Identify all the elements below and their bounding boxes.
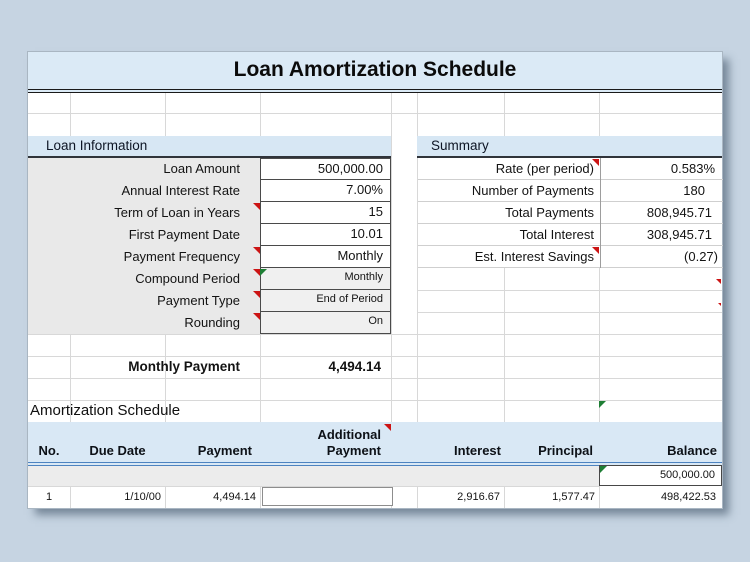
comment-indicator-icon [253,203,260,210]
row1-interest: 2,916.67 [457,491,500,503]
row1-payment: 4,494.14 [213,491,256,503]
loan-amount-cell[interactable]: 500,000.00 [260,158,391,180]
col-header-no: No. [38,443,60,458]
row1-balance: 498,422.53 [660,491,716,503]
formula-warning-icon [599,401,606,408]
annual-interest-rate-cell[interactable]: 7.00% [260,180,391,202]
loan-info-panel [28,158,260,334]
col-header-balance: Balance [667,443,717,458]
first-payment-date-label: First Payment Date [128,227,240,242]
col-header-due-date: Due Date [89,443,146,458]
term-of-loan-cell[interactable]: 15 [260,202,391,224]
payment-frequency-label: Payment Frequency [123,249,240,264]
monthly-payment-label: Monthly Payment [128,359,240,374]
comment-indicator-icon [253,313,260,320]
col-header-interest: Interest [454,443,501,458]
amortization-schedule-title: Amortization Schedule [30,402,181,419]
comment-indicator-icon [384,424,391,431]
spreadsheet: Loan Amortization Schedule Loan Informat… [27,51,723,509]
annual-interest-rate-label: Annual Interest Rate [121,183,240,198]
rounding-cell[interactable]: On [260,312,391,334]
monthly-payment-value: 4,494.14 [328,359,381,374]
payment-frequency-cell[interactable]: Monthly [260,246,391,268]
row1-principal: 1,577.47 [552,491,595,503]
comment-indicator-icon [718,303,721,306]
comment-indicator-icon [253,247,260,254]
summary-header: Summary [417,136,722,158]
payment-type-label: Payment Type [157,293,240,308]
comment-indicator-icon [253,269,260,276]
loan-information-header: Loan Information [28,136,391,158]
est-interest-savings-value: (0.27) [600,246,723,268]
rate-per-period-label: Rate (per period) [495,161,594,176]
payment-type-cell[interactable]: End of Period [260,290,391,312]
rounding-label: Rounding [184,315,240,330]
additional-payment-input[interactable] [262,487,393,506]
compound-period-label: Compound Period [135,271,240,286]
loan-amount-label: Loan Amount [163,161,240,176]
total-payments-label: Total Payments [505,205,594,220]
beginning-balance-cell: 500,000.00 [599,465,722,486]
total-payments-value: 808,945.71 [600,202,723,224]
first-payment-date-cell[interactable]: 10.01 [260,224,391,246]
summary-panel: Rate (per period) 0.583% Number of Payme… [417,158,723,268]
comment-indicator-icon [253,291,260,298]
col-header-payment: Payment [197,443,252,458]
formula-warning-icon [260,269,267,276]
page-title: Loan Amortization Schedule [28,52,722,93]
formula-warning-icon [600,466,607,473]
compound-period-cell[interactable]: Monthly [260,268,391,290]
est-interest-savings-label: Est. Interest Savings [474,249,594,264]
col-header-principal: Principal [538,443,593,458]
row1-due-date: 1/10/00 [124,491,161,503]
total-interest-value: 308,945.71 [600,224,723,246]
term-of-loan-label: Term of Loan in Years [114,205,240,220]
comment-indicator-icon [592,247,599,254]
row1-no: 1 [45,491,53,503]
comment-indicator-icon [716,279,721,284]
number-of-payments-value: 180 [600,180,723,202]
number-of-payments-label: Number of Payments [471,183,594,198]
total-interest-label: Total Interest [519,227,594,242]
col-header-additional-payment: Additional Payment [317,427,381,458]
schedule-table-header: No. Due Date Payment Additional Payment … [28,422,722,466]
rate-per-period-value: 0.583% [600,158,723,180]
beginning-balance-row [28,466,599,486]
comment-indicator-icon [592,159,599,166]
